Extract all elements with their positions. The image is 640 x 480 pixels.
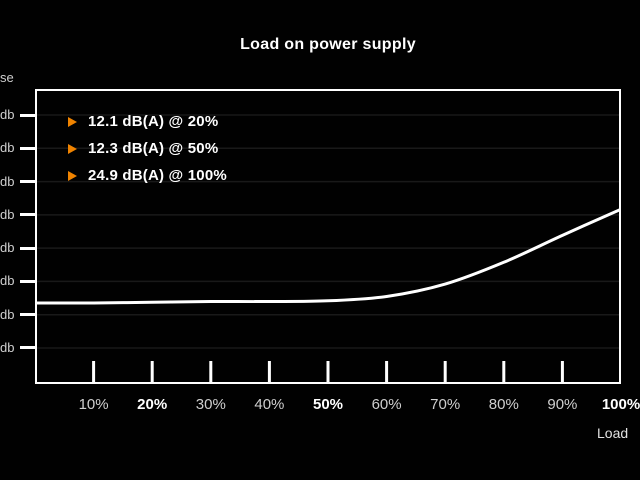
plot-area: 12.1 dB(A) @ 20% 12.3 dB(A) @ 50% 24.9 dB(… [35,89,621,384]
x-tick-label: 10% [78,396,109,413]
y-tick-label: db [0,173,15,189]
x-tick [209,361,213,382]
x-tick [150,361,154,382]
y-tick-label: db [0,140,15,156]
x-tick [560,361,564,382]
triangle-bullet-icon [68,170,77,181]
y-tick-dash [20,346,35,350]
annotation-item: 24.9 dB(A) @ 100% [68,162,227,189]
x-tick [502,361,506,382]
annotation-item: 12.3 dB(A) @ 50% [68,135,227,162]
y-tick-dash [20,146,35,150]
x-tick [385,361,389,382]
noise-curve [35,207,621,305]
x-tick-label: 40% [254,396,285,413]
x-tick-label: 100% [601,396,640,413]
annotation-list: 12.1 dB(A) @ 20% 12.3 dB(A) @ 50% 24.9 dB(… [68,108,227,189]
x-tick [92,361,96,382]
triangle-bullet-icon [68,116,77,127]
triangle-bullet-icon [68,143,77,154]
annotation-text: 12.1 dB(A) @ 20% [88,113,219,130]
x-tick-label: 30% [195,396,226,413]
y-axis-title-fragment: se [0,70,14,85]
y-tick-dash [20,313,35,317]
y-tick-label: db [0,273,15,289]
y-tick-dash [20,246,35,250]
plot-svg [35,89,621,384]
y-tick-dash [20,279,35,283]
annotation-item: 12.1 dB(A) @ 20% [68,108,227,135]
y-tick-label: db [0,240,15,256]
x-tick-label: 80% [488,396,519,413]
y-tick-label: db [0,306,15,322]
plot-frame [35,89,621,384]
y-tick-dash [20,213,35,217]
x-tick [443,361,447,382]
x-tick-label: 50% [312,396,344,413]
chart-title: Load on power supply [240,36,416,53]
y-tick-label: db [0,206,15,222]
x-axis-title: Load [597,425,629,441]
y-tick-dash [20,180,35,184]
x-tick-label: 20% [137,396,168,413]
x-tick-label: 60% [371,396,402,413]
annotation-text: 12.3 dB(A) @ 50% [88,140,219,157]
y-tick-label: db [0,339,15,355]
y-tick-dash [20,113,35,117]
x-tick [267,361,271,382]
x-tick-label: 70% [430,396,461,413]
annotation-text: 24.9 dB(A) @ 100% [88,167,227,184]
x-tick [326,361,330,382]
x-tick-label: 90% [547,396,578,413]
y-tick-label: db [0,107,15,122]
